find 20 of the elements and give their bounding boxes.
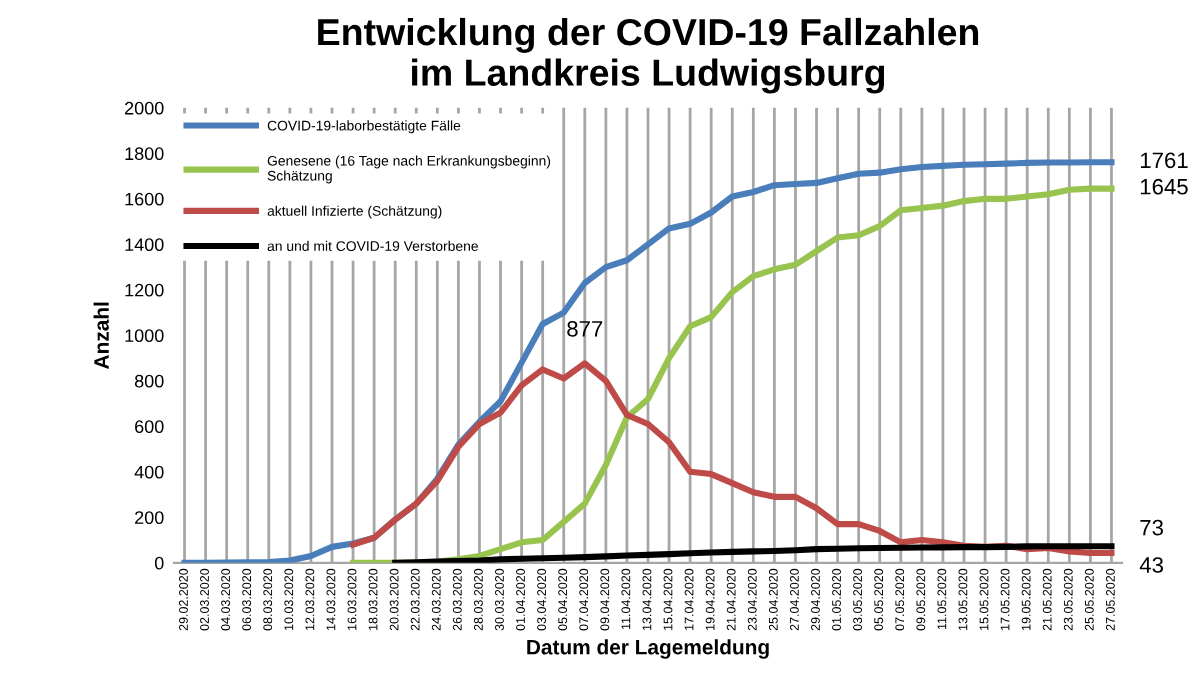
y-tick-label: 1000 xyxy=(125,329,164,343)
y-tick-label: 600 xyxy=(135,420,164,434)
annotation: 877 xyxy=(567,320,603,337)
y-tick-label: 1200 xyxy=(125,283,164,297)
y-tick-label: 200 xyxy=(135,511,164,525)
y-axis-title: Anzahl xyxy=(93,302,109,369)
annotation: 43 xyxy=(1139,557,1163,573)
y-tick-label: 1800 xyxy=(125,147,164,161)
chart-title: Entwicklung der COVID-19 Fallzahlen im Landkreis Ludwigsburg xyxy=(318,17,979,94)
y-tick-label: 1600 xyxy=(125,192,164,206)
annotation: 1645 xyxy=(1140,178,1188,195)
annotation: 73 xyxy=(1140,519,1163,536)
y-tick-label: 400 xyxy=(134,465,164,479)
x-axis-title: Datum der Lagemeldung xyxy=(527,639,769,659)
y-tick-label: 0 xyxy=(154,556,164,570)
annotation: 1761 xyxy=(1140,152,1188,169)
y-tick-label: 2000 xyxy=(125,101,164,115)
y-tick-label: 1400 xyxy=(125,238,164,252)
y-tick-label: 800 xyxy=(134,374,164,388)
line-series xyxy=(392,543,1115,563)
